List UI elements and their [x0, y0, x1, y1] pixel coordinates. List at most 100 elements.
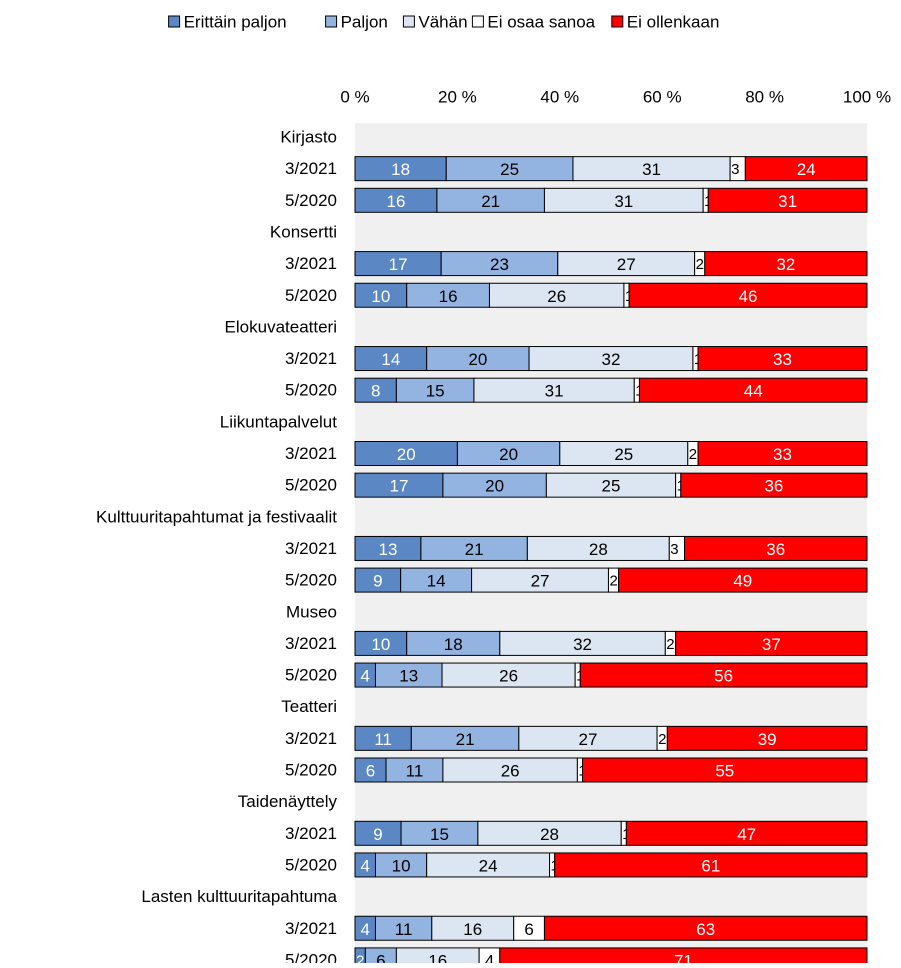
bar-value-label: 17 [389, 477, 408, 496]
bar-segment [579, 662, 868, 688]
bar-value-label: 6 [376, 951, 385, 963]
bar-segment [625, 820, 868, 846]
row-label: 3/2021 [285, 254, 337, 273]
legend-label-erittäin-paljon: Erittäin paljon [184, 13, 287, 32]
bar-value-label: 28 [589, 540, 608, 559]
bar-segment [374, 915, 433, 941]
group-label: Konsertti [270, 222, 337, 241]
bar-value-label: 2 [666, 636, 674, 653]
bar-value-label: 16 [463, 920, 482, 939]
row-label: 3/2021 [285, 349, 337, 368]
bar-value-label: 31 [778, 192, 797, 211]
bar-segment [442, 757, 578, 783]
bar-segment [559, 441, 689, 466]
row-label: 5/2020 [285, 950, 337, 963]
bar-value-label: 14 [427, 572, 446, 591]
bar-value-label: 3 [670, 541, 678, 558]
bar-value-label: 2 [696, 256, 704, 273]
bar-value-label: 33 [773, 445, 792, 464]
bar-value-label: 32 [776, 255, 795, 274]
group-label: Kirjasto [280, 128, 337, 147]
group-label: Taidenäyttely [238, 792, 338, 811]
bar-segment [499, 630, 666, 656]
bar-value-label: 25 [500, 160, 519, 179]
row-label: 5/2020 [285, 855, 337, 874]
bar-value-label: 26 [547, 287, 566, 306]
bar-value-label: 56 [714, 667, 733, 686]
bar-segment [385, 757, 444, 783]
bar-value-label: 37 [762, 635, 781, 654]
bar-value-label: 28 [540, 825, 559, 844]
row-label: 3/2021 [285, 444, 337, 463]
bar-segment [744, 156, 868, 182]
bar-value-label: 3 [731, 161, 739, 178]
bar-segment [354, 187, 438, 213]
bar-value-label: 16 [439, 287, 458, 306]
bar-value-label: 47 [737, 825, 756, 844]
bar-value-label: 20 [499, 445, 518, 464]
bar-segment [354, 757, 387, 783]
bar-segment [528, 346, 694, 372]
bar-value-label: 17 [389, 255, 408, 274]
bar-segment [628, 282, 868, 308]
bar-value-label: 26 [499, 667, 518, 686]
bar-segment [445, 156, 574, 182]
legend-swatch-ei-ollenkaan [611, 15, 624, 28]
bar-segment [420, 535, 528, 561]
bar-value-label: 26 [501, 762, 520, 781]
bar-value-label: 25 [602, 477, 621, 496]
bar-value-label: 25 [614, 445, 633, 464]
row-label: 3/2021 [285, 729, 337, 748]
row-label: 5/2020 [285, 571, 337, 590]
bar-value-label: 20 [468, 350, 487, 369]
bar-segment [354, 820, 402, 846]
bar-value-label: 16 [386, 192, 405, 211]
bar-value-label: 21 [481, 192, 500, 211]
row-label: 5/2020 [285, 381, 337, 400]
bar-segment [354, 377, 397, 403]
bar-segment [456, 441, 561, 466]
bar-value-label: 24 [797, 160, 816, 179]
row-label: 3/2021 [285, 824, 337, 843]
legend-swatch-vähän [402, 15, 415, 28]
group-label: Liikuntapalvelut [220, 412, 337, 431]
row-label: 3/2021 [285, 539, 337, 558]
bar-segment [675, 630, 868, 656]
bar-value-label: 44 [744, 382, 763, 401]
legend-label-paljon: Paljon [341, 13, 388, 32]
bar-segment [513, 915, 545, 941]
bar-segment [545, 472, 677, 498]
bar-segment [488, 282, 625, 308]
bar-value-label: 36 [764, 477, 783, 496]
bar-value-label: 2 [689, 446, 697, 463]
bar-value-label: 21 [465, 540, 484, 559]
bar-segment [400, 567, 473, 593]
bar-segment [557, 251, 696, 277]
bar-value-label: 6 [524, 920, 533, 939]
bar-segment [471, 567, 609, 593]
bar-value-label: 18 [391, 160, 410, 179]
bar-value-label: 21 [456, 730, 475, 749]
bar-value-label: 31 [614, 192, 633, 211]
bar-segment [543, 915, 868, 941]
bar-segment [442, 472, 547, 498]
x-tick-label: 0 % [340, 88, 369, 107]
bar-segment [354, 251, 442, 277]
legend-swatch-ei-osaa-sanoa [471, 15, 484, 28]
bar-value-label: 39 [758, 730, 777, 749]
bar-segment [431, 915, 515, 941]
bar-value-label: 55 [715, 762, 734, 781]
bar-segment [426, 852, 551, 878]
bar-value-label: 9 [373, 572, 382, 591]
bar-value-label: 63 [696, 920, 715, 939]
group-label: Kulttuuritapahtumat ja festivaalit [96, 507, 337, 526]
bar-segment [697, 441, 868, 466]
bar-value-label: 8 [371, 382, 380, 401]
x-tick-label: 20 % [438, 88, 477, 107]
bar-value-label: 11 [374, 730, 392, 749]
bar-value-label: 20 [397, 445, 416, 464]
bar-value-label: 9 [373, 825, 382, 844]
row-label: 5/2020 [285, 286, 337, 305]
bar-segment [354, 156, 447, 182]
bar-segment [554, 852, 868, 878]
